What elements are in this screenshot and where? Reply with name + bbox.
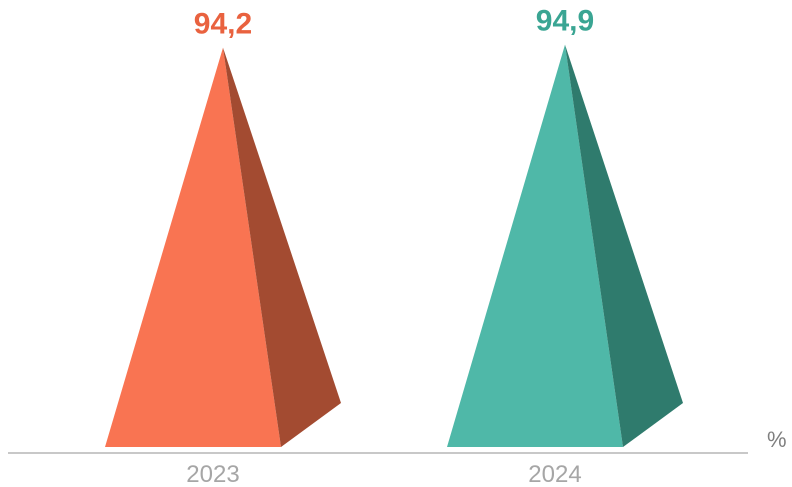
x-tick-label: 2024 (528, 461, 581, 487)
data-label: 94,2 (194, 8, 252, 41)
pyramid-bar-2023 (105, 47, 341, 447)
pyramid-side-face (223, 47, 341, 447)
pyramid-side-face (565, 44, 683, 448)
pyramid-bar-2024 (447, 44, 683, 448)
x-tick-label: 2023 (186, 461, 239, 487)
pyramid-front-face (105, 47, 281, 447)
unit-label: % (767, 427, 787, 452)
pyramid-front-face (447, 44, 623, 448)
data-label: 94,9 (536, 5, 594, 38)
